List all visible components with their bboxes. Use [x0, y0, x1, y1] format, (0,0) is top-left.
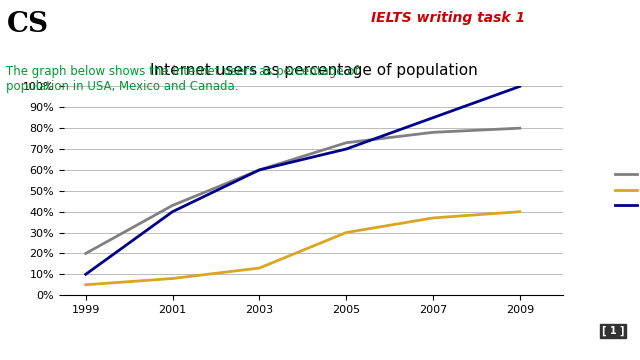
CANADA: [516, 84, 524, 89]
MEXICO: [255, 266, 263, 270]
Line: CANADA: CANADA: [86, 86, 520, 274]
Text: CS: CS: [6, 11, 49, 38]
USA: [82, 251, 90, 256]
Legend: USA, MEXICO, CANADA: USA, MEXICO, CANADA: [610, 166, 640, 216]
Text: IELTS writing task 1: IELTS writing task 1: [371, 11, 525, 25]
USA: [169, 203, 177, 208]
Title: Internet users as percentage of population: Internet users as percentage of populati…: [150, 63, 477, 78]
USA: [429, 130, 437, 135]
USA: [516, 126, 524, 130]
Text: ielts.completesuccess.in: ielts.completesuccess.in: [608, 111, 618, 213]
USA: [342, 141, 350, 145]
MEXICO: [82, 283, 90, 287]
MEXICO: [342, 230, 350, 235]
Text: [ 1 ]: [ 1 ]: [602, 326, 624, 336]
Text: The graph below shows the internet users as percentage of
population in USA, Mex: The graph below shows the internet users…: [6, 65, 359, 93]
MEXICO: [169, 276, 177, 281]
MEXICO: [429, 216, 437, 220]
CANADA: [429, 116, 437, 120]
CANADA: [169, 210, 177, 214]
CANADA: [255, 168, 263, 172]
Line: USA: USA: [86, 128, 520, 253]
CANADA: [342, 147, 350, 151]
CANADA: [82, 272, 90, 276]
MEXICO: [516, 210, 524, 214]
Line: MEXICO: MEXICO: [86, 212, 520, 285]
USA: [255, 168, 263, 172]
